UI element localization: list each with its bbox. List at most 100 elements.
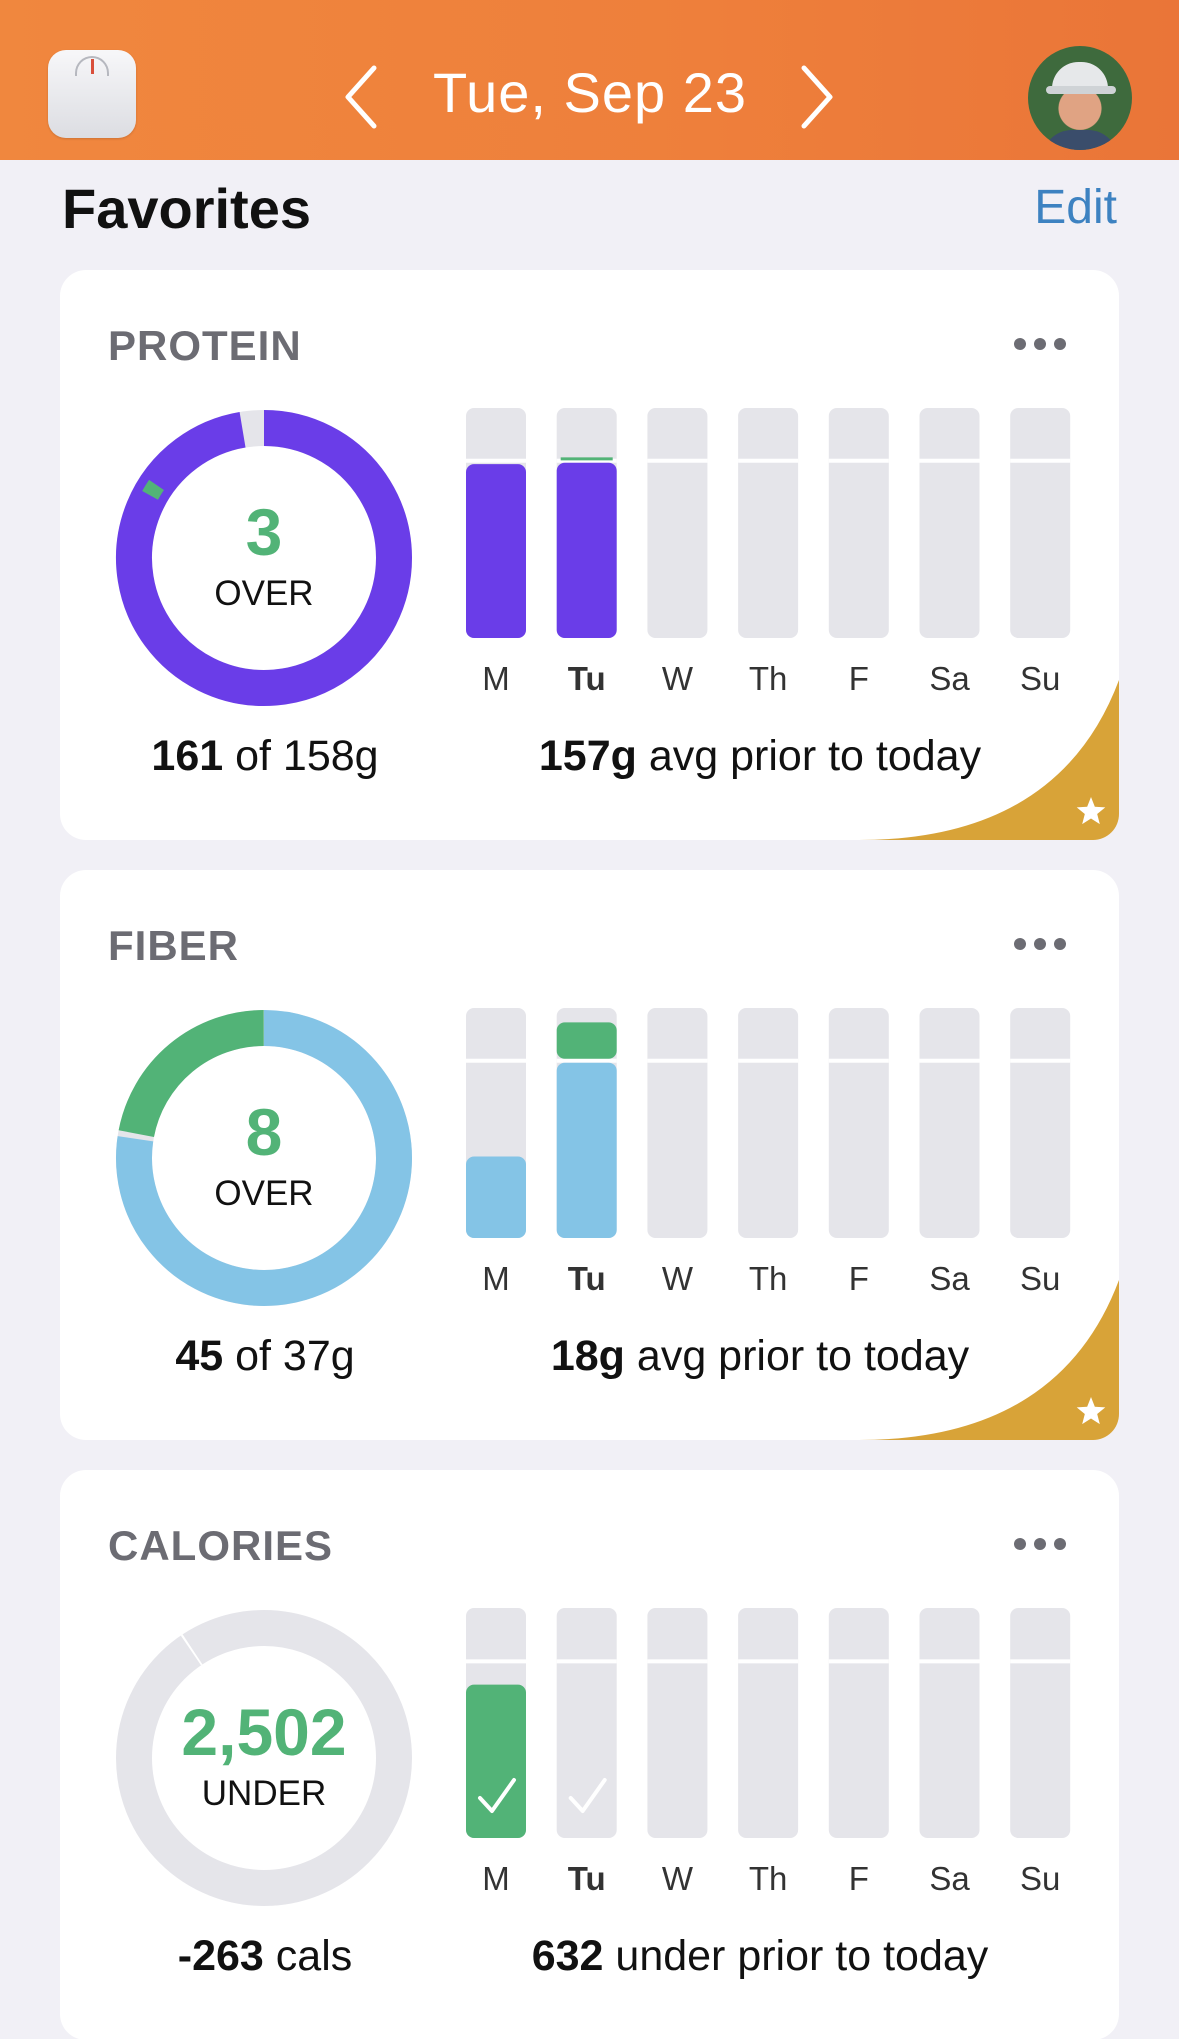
day-label: Th bbox=[749, 660, 788, 697]
goal-line bbox=[828, 1659, 889, 1664]
ring-marker bbox=[180, 1634, 203, 1666]
favorite-star-badge[interactable] bbox=[859, 680, 1119, 840]
goal-line bbox=[647, 458, 708, 463]
goal-line bbox=[919, 458, 980, 463]
bar-value bbox=[466, 464, 526, 638]
bar-track bbox=[647, 408, 708, 638]
fiber-card[interactable]: FIBER 8 OVER M Tu W Th F Sa Su 45 of 37g 18g a… bbox=[60, 870, 1119, 1440]
day-label: Th bbox=[749, 1260, 788, 1297]
bar-value bbox=[466, 1156, 526, 1238]
bar-value bbox=[556, 462, 617, 638]
more-options-icon[interactable] bbox=[1012, 922, 1068, 962]
daily-total-value: 45 bbox=[175, 1332, 224, 1380]
progress-ring bbox=[114, 1608, 414, 1908]
goal-line bbox=[1010, 1659, 1071, 1664]
average-summary: 632 under prior to today bbox=[450, 1932, 1070, 1981]
corner-badge bbox=[859, 680, 1119, 840]
ring-over-arc bbox=[142, 479, 164, 500]
scale-icon[interactable] bbox=[48, 50, 136, 138]
goal-line bbox=[556, 458, 617, 463]
average-text: avg prior to today bbox=[624, 1332, 970, 1380]
favorite-star-badge[interactable] bbox=[859, 1880, 1119, 2039]
goal-line bbox=[919, 1058, 980, 1063]
day-label: F bbox=[849, 1260, 869, 1297]
average-value: 18g bbox=[550, 1332, 625, 1380]
bar-track bbox=[919, 1608, 980, 1838]
goal-line bbox=[1010, 458, 1071, 463]
goal-line bbox=[738, 458, 799, 463]
corner-badge bbox=[859, 1280, 1119, 1440]
bar-value bbox=[556, 1062, 617, 1238]
average-text: avg prior to today bbox=[636, 732, 982, 780]
day-label: Sa bbox=[929, 1260, 970, 1297]
bar-track bbox=[1010, 408, 1071, 638]
weekly-bar-chart: M Tu W Th F Sa Su bbox=[466, 408, 1071, 708]
chevron-left-icon[interactable] bbox=[340, 62, 384, 132]
protein-card[interactable]: PROTEIN 3 OVER M Tu W Th F Sa Su 161 of 158g 1… bbox=[60, 270, 1119, 840]
favorite-star-badge[interactable] bbox=[859, 1280, 1119, 1440]
goal-line bbox=[647, 1058, 708, 1063]
average-summary: 157g avg prior to today bbox=[450, 732, 1070, 781]
ring-value: 8 bbox=[245, 1095, 283, 1169]
day-label: Tu bbox=[568, 1860, 606, 1897]
bar-over bbox=[556, 1022, 617, 1059]
goal-line bbox=[556, 1058, 617, 1063]
goal-line bbox=[828, 458, 889, 463]
ring-label: UNDER bbox=[201, 1774, 327, 1813]
day-label: W bbox=[662, 660, 694, 697]
goal-line bbox=[466, 1659, 526, 1664]
day-label: W bbox=[662, 1260, 694, 1297]
day-label: Sa bbox=[929, 1860, 970, 1897]
goal-line bbox=[556, 1659, 617, 1664]
day-label: Su bbox=[1020, 1860, 1060, 1897]
goal-line bbox=[738, 1058, 799, 1063]
day-label: Sa bbox=[929, 660, 970, 697]
checkmark-icon bbox=[478, 1778, 516, 1813]
bar-track bbox=[1010, 1008, 1071, 1238]
bar-track bbox=[1010, 1608, 1071, 1838]
average-value: 157g bbox=[538, 732, 637, 780]
average-value: 632 bbox=[531, 1932, 604, 1980]
avatar-cap-brim bbox=[1046, 86, 1116, 94]
progress-ring bbox=[114, 1008, 414, 1308]
star-icon bbox=[1076, 1397, 1106, 1425]
more-options-icon[interactable] bbox=[1012, 322, 1068, 362]
ring-value: 3 bbox=[245, 495, 283, 569]
chevron-right-icon[interactable] bbox=[794, 62, 838, 132]
goal-line bbox=[1010, 1058, 1071, 1063]
goal-line bbox=[919, 1659, 980, 1664]
bar-track bbox=[828, 408, 889, 638]
daily-total-text: cals bbox=[263, 1932, 353, 1980]
calories-card[interactable]: CALORIES 2,502 UNDER M Tu W Th F Sa Su -263 ca… bbox=[60, 1470, 1119, 2039]
day-label: F bbox=[849, 660, 869, 697]
scale-needle bbox=[91, 59, 94, 74]
daily-total-value: 161 bbox=[151, 732, 224, 780]
bar-over bbox=[560, 457, 613, 461]
edit-button[interactable]: Edit bbox=[1034, 181, 1117, 234]
bar-track bbox=[647, 1608, 708, 1838]
ring-label: OVER bbox=[214, 574, 314, 613]
ring-track bbox=[116, 1610, 412, 1906]
day-label: Tu bbox=[568, 1260, 606, 1297]
day-label: M bbox=[482, 660, 510, 697]
average-text: under prior to today bbox=[603, 1932, 989, 1980]
bar-track bbox=[919, 408, 980, 638]
daily-total-value: -263 bbox=[177, 1932, 264, 1980]
checkmark-icon bbox=[568, 1778, 607, 1813]
bar-track bbox=[828, 1008, 889, 1238]
day-label: Su bbox=[1020, 1260, 1060, 1297]
current-date[interactable]: Tue, Sep 23 bbox=[432, 61, 748, 124]
bar-track bbox=[738, 1008, 799, 1238]
day-label: F bbox=[849, 1860, 869, 1897]
more-options-icon[interactable] bbox=[1012, 1522, 1068, 1562]
bar-track bbox=[828, 1608, 889, 1838]
day-label: M bbox=[482, 1260, 510, 1297]
ring-over-arc bbox=[118, 1010, 265, 1138]
daily-total: -263 cals bbox=[100, 1932, 430, 1981]
favorites-title: Favorites bbox=[62, 177, 311, 240]
user-avatar[interactable] bbox=[1028, 46, 1132, 150]
bar-track bbox=[738, 1608, 799, 1838]
card-title: CALORIES bbox=[108, 1522, 334, 1569]
bar-track bbox=[738, 408, 799, 638]
progress-ring bbox=[114, 408, 414, 708]
